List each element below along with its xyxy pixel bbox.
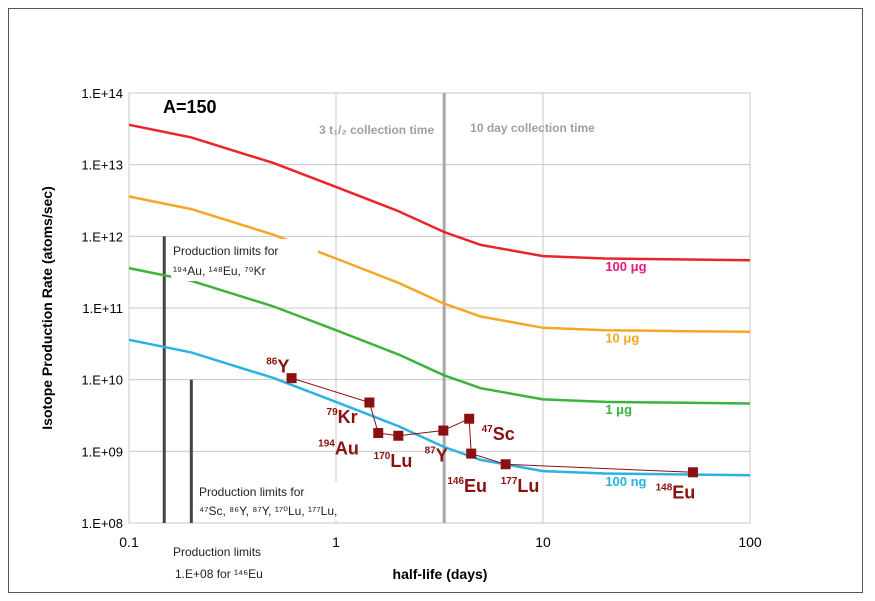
isotope-labels: 86Y 79Kr 194Au 170Lu 87Y 146Eu 47Sc 177Lu 148Eu bbox=[266, 357, 695, 503]
isotope-marker bbox=[500, 459, 511, 470]
y-tick-label: 1.E+08 bbox=[81, 516, 123, 531]
production-rate-chart: 0.1 1 10 100 1.E+08 1.E+09 1.E+10 1.E+11 1.E+12… bbox=[39, 86, 762, 582]
y-tick-label: 1.E+13 bbox=[81, 158, 123, 173]
y-tick-label: 1.E+11 bbox=[82, 301, 123, 316]
isotope-marker bbox=[373, 428, 384, 439]
curve-label: 1 μg bbox=[605, 402, 632, 417]
isotope-label: 79Kr bbox=[327, 407, 358, 427]
limits-label-1-line1: Production limits for bbox=[173, 244, 278, 258]
isotope-marker bbox=[364, 397, 375, 408]
isotope-label: 170Lu bbox=[374, 451, 413, 471]
series-line bbox=[128, 266, 751, 405]
limits-label-2-line2: ⁴⁷Sc, ⁸⁶Y, ⁸⁷Y, ¹⁷⁰Lu, ¹⁷⁷Lu, bbox=[199, 504, 337, 518]
limits-label-1-line2: ¹⁹⁴Au, ¹⁴⁸Eu, ⁷⁹Kr bbox=[173, 264, 266, 278]
series-line bbox=[128, 338, 751, 477]
x-tick-labels: 0.1 1 10 100 bbox=[119, 534, 762, 550]
x-axis-label: half-life (days) bbox=[393, 566, 488, 582]
isotope-label: 87Y bbox=[425, 446, 448, 466]
curve-label: 100 ng bbox=[605, 474, 646, 489]
y-tick-label: 1.E+14 bbox=[81, 86, 123, 101]
region-label-right: 10 day collection time bbox=[470, 121, 595, 135]
isotope-marker bbox=[687, 467, 698, 478]
isotope-label: 47Sc bbox=[482, 424, 515, 444]
x-tick-label: 1 bbox=[332, 534, 340, 550]
limits-label-1-bg bbox=[171, 239, 318, 281]
isotope-label: 148Eu bbox=[656, 482, 696, 502]
isotope-marker bbox=[286, 373, 297, 384]
isotope-marker bbox=[466, 448, 477, 459]
curve-label: 10 μg bbox=[605, 331, 639, 346]
chart-title: A=150 bbox=[163, 97, 217, 117]
isotope-markers bbox=[286, 373, 698, 478]
region-label-left: 3 t₁/₂ collection time bbox=[319, 123, 434, 137]
bottom-limits-line1: Production limits bbox=[173, 545, 261, 559]
y-axis-label: Isotope Production Rate (atoms/sec) bbox=[39, 186, 55, 429]
limits-label-2-line1: Production limits for bbox=[199, 485, 304, 499]
grid bbox=[128, 92, 751, 524]
series-group bbox=[128, 123, 751, 477]
bottom-limits-line2: 1.E+08 for ¹⁴⁶Eu bbox=[175, 567, 263, 581]
isotope-label: 177Lu bbox=[501, 476, 540, 496]
limits-label-2-bg bbox=[198, 482, 393, 520]
y-tick-label: 1.E+10 bbox=[81, 373, 123, 388]
y-tick-labels: 1.E+08 1.E+09 1.E+10 1.E+11 1.E+12 1.E+13 1.E+… bbox=[81, 86, 123, 531]
x-tick-label: 0.1 bbox=[119, 534, 139, 550]
production-limit-bars bbox=[162, 236, 193, 523]
series-line bbox=[128, 195, 751, 334]
chart-frame: 0.1 1 10 100 1.E+08 1.E+09 1.E+10 1.E+11 1.E+12… bbox=[8, 8, 863, 593]
curve-labels: 100 μg 10 μg 1 μg 100 ng bbox=[605, 259, 646, 489]
y-tick-label: 1.E+09 bbox=[81, 444, 123, 459]
isotope-label: 86Y bbox=[266, 357, 289, 377]
curve-label: 100 μg bbox=[605, 259, 646, 274]
x-tick-label: 100 bbox=[738, 534, 762, 550]
isotope-marker bbox=[393, 430, 404, 441]
x-tick-label: 10 bbox=[535, 534, 551, 550]
isotope-label: 194Au bbox=[318, 439, 359, 459]
y-tick-label: 1.E+12 bbox=[81, 229, 123, 244]
series-line bbox=[128, 123, 751, 262]
isotope-label: 146Eu bbox=[447, 476, 487, 496]
isotope-marker bbox=[438, 425, 449, 436]
isotope-marker bbox=[464, 413, 475, 424]
